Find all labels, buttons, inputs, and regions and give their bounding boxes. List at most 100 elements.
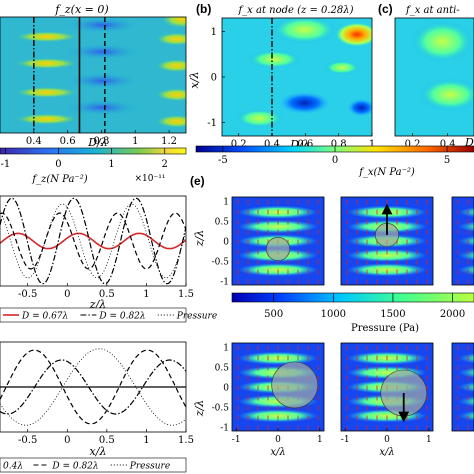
panel-c-title: f_x at anti-	[405, 5, 460, 16]
panel-f-xlabel: x/λ	[90, 445, 107, 458]
heatmap-blob	[159, 17, 186, 29]
heatmap-blob	[65, 43, 140, 60]
heatmap-fill	[395, 18, 474, 136]
colorbar-tick-label: -1	[0, 159, 10, 170]
heatmap-blob	[65, 72, 140, 89]
x-tick-label: 1	[426, 435, 432, 445]
pressure-antinode-band	[458, 207, 474, 218]
y-tick-label: 0	[211, 73, 217, 84]
panel-b-title: f_x at node (z = 0.28λ)	[237, 5, 353, 16]
pressure-map	[451, 196, 474, 286]
fx-colorbar: -5 0 5 f_x(N Pa⁻²)	[195, 145, 474, 178]
x-tick-label: 0.6	[60, 136, 76, 147]
colorbar-tick-label: 500	[264, 309, 283, 320]
panel-e: (e) 10.50-0.5-110.50-0.5-1-1 0 1x/λ-1 0 1x/λ…	[190, 174, 474, 458]
colorbar-tick-label: 0	[332, 155, 338, 166]
heatmap-blob	[235, 108, 284, 128]
pressure-map: 1 0.5 0 -0.5 -1-1 0 1 x/λ	[212, 342, 325, 458]
y-tick-label: -1	[207, 118, 217, 129]
pressure-map-frame	[231, 196, 325, 286]
heatmap-blob	[65, 99, 140, 116]
y-tick-label: 0	[223, 384, 229, 394]
particle-sphere	[265, 236, 291, 262]
x-tick-label: 0	[384, 435, 390, 445]
colorbar-tick-label: 5	[444, 155, 450, 166]
heatmap-frame	[0, 16, 187, 134]
panel-e-letter: (e)	[190, 174, 205, 188]
pressure-colorbar-label: Pressure (Pa)	[351, 323, 419, 334]
pressure-antinode-band	[458, 250, 474, 261]
panel-c: (c) f_x at anti- 0.2 0.4 D	[378, 2, 474, 150]
x-tick-label: -1	[232, 435, 241, 445]
pressure-colorbar-gradient	[231, 292, 474, 303]
fz-colorbar-exponent: ×10⁻¹¹	[135, 174, 166, 184]
panel-e-maps: 10.50-0.5-110.50-0.5-1-1 0 1x/λ-1 0 1x/λ	[212, 196, 474, 458]
x-tick-label: -0.5	[18, 435, 37, 446]
colorbar-tick-label: 1500	[380, 309, 405, 320]
x-tick-label: 1	[143, 435, 149, 446]
x-tick-label: 0.2	[231, 139, 247, 150]
pressure-map-fill	[341, 343, 433, 431]
heatmap-blob	[154, 114, 186, 129]
heatmap-blob	[336, 22, 372, 47]
y-tick-label: -0.5	[212, 404, 230, 414]
fz-colorbar-label: f_z(N Pa⁻²)	[31, 174, 87, 185]
pressure-antinode-band	[458, 396, 474, 407]
pressure-map: -1 0 1 x/λ	[340, 342, 434, 458]
y-tick-label: 1	[223, 198, 229, 208]
y-tick-label: 0.5	[215, 364, 230, 374]
panel-a-heatmap	[0, 17, 186, 133]
panel-e-ylabel-bottom: z/λ	[193, 400, 206, 417]
pressure-map-frame	[451, 342, 474, 432]
panel-b-heatmap	[222, 18, 372, 136]
pressure-map	[340, 196, 434, 286]
x-tick-label: 1.2	[161, 136, 177, 147]
series-line	[0, 348, 186, 426]
legend-label: Pressure	[176, 312, 217, 322]
panel-a-axes: 0.4 0.6 0.8 1 1.2	[0, 16, 187, 147]
x-tick-label: 0.2	[405, 139, 421, 150]
pressure-antinode-band	[458, 367, 474, 378]
heatmap-blob	[154, 32, 186, 46]
plot-frame	[0, 341, 187, 433]
colorbar-tick-label: 0	[55, 159, 61, 170]
pressure-map-fill	[341, 197, 433, 285]
x-tick-label: 0.4	[26, 136, 42, 147]
x-tick-label: 0	[64, 435, 70, 446]
panel-f: -0.5 0 0.5 1 1.5 x/λ 0.4λ D = 0.82λ Pressure	[0, 341, 194, 473]
pressure-map: 1 0.5 0 -0.5 -1	[212, 196, 325, 288]
heatmap-blob	[418, 78, 474, 112]
legend-label: Pressure	[129, 462, 170, 472]
x-tick-label: 1	[143, 289, 149, 300]
panel-a: f_z(x = 0) 0.4 0.6 0.8 1 1.2 D/λ	[0, 3, 187, 149]
heatmap-blob	[247, 49, 302, 69]
y-tick-label: 1	[223, 344, 229, 354]
pressure-map-frame	[340, 196, 434, 286]
x-tick-label: 0	[275, 435, 281, 445]
fz-colorbar-ticks: -1 0 1 2	[0, 148, 168, 170]
plot-frame	[0, 195, 187, 287]
fz-colorbar: -1 0 1 2 f_z(N Pa⁻²) ×10⁻¹¹	[0, 147, 187, 185]
x-tick-label: 0.4	[440, 139, 456, 150]
x-tick-label: 0.4	[264, 139, 280, 150]
pressure-antinode-band	[458, 353, 474, 364]
heatmap-blob	[277, 91, 332, 115]
heatmap-fill	[222, 18, 372, 136]
colorbar-tick-label: -5	[218, 155, 228, 166]
pressure-colorbar: 500 1000 1500 2000 Pressure (Pa)	[231, 292, 474, 334]
colorbar-tick-label: 1	[108, 159, 114, 170]
pressure-map-fill	[232, 197, 324, 285]
y-tick-label: 0.5	[215, 218, 230, 228]
heatmap-blob	[65, 17, 140, 34]
panel-c-letter: (c)	[378, 2, 393, 16]
y-tick-label: 0	[223, 238, 229, 248]
panel-b-ylabel: x/λ	[188, 72, 201, 89]
heatmap-blob	[410, 20, 474, 63]
heatmap-blob	[154, 87, 186, 102]
panel-c-xlabel-truncated: D	[464, 136, 474, 149]
heatmap-blob	[13, 86, 80, 99]
colorbar-tick-label: 2000	[440, 309, 465, 320]
panel-c-axes: 0.2 0.4	[394, 17, 474, 150]
pressure-antinode-band	[458, 221, 474, 232]
legend-label: D = 0.82λ	[51, 462, 98, 472]
